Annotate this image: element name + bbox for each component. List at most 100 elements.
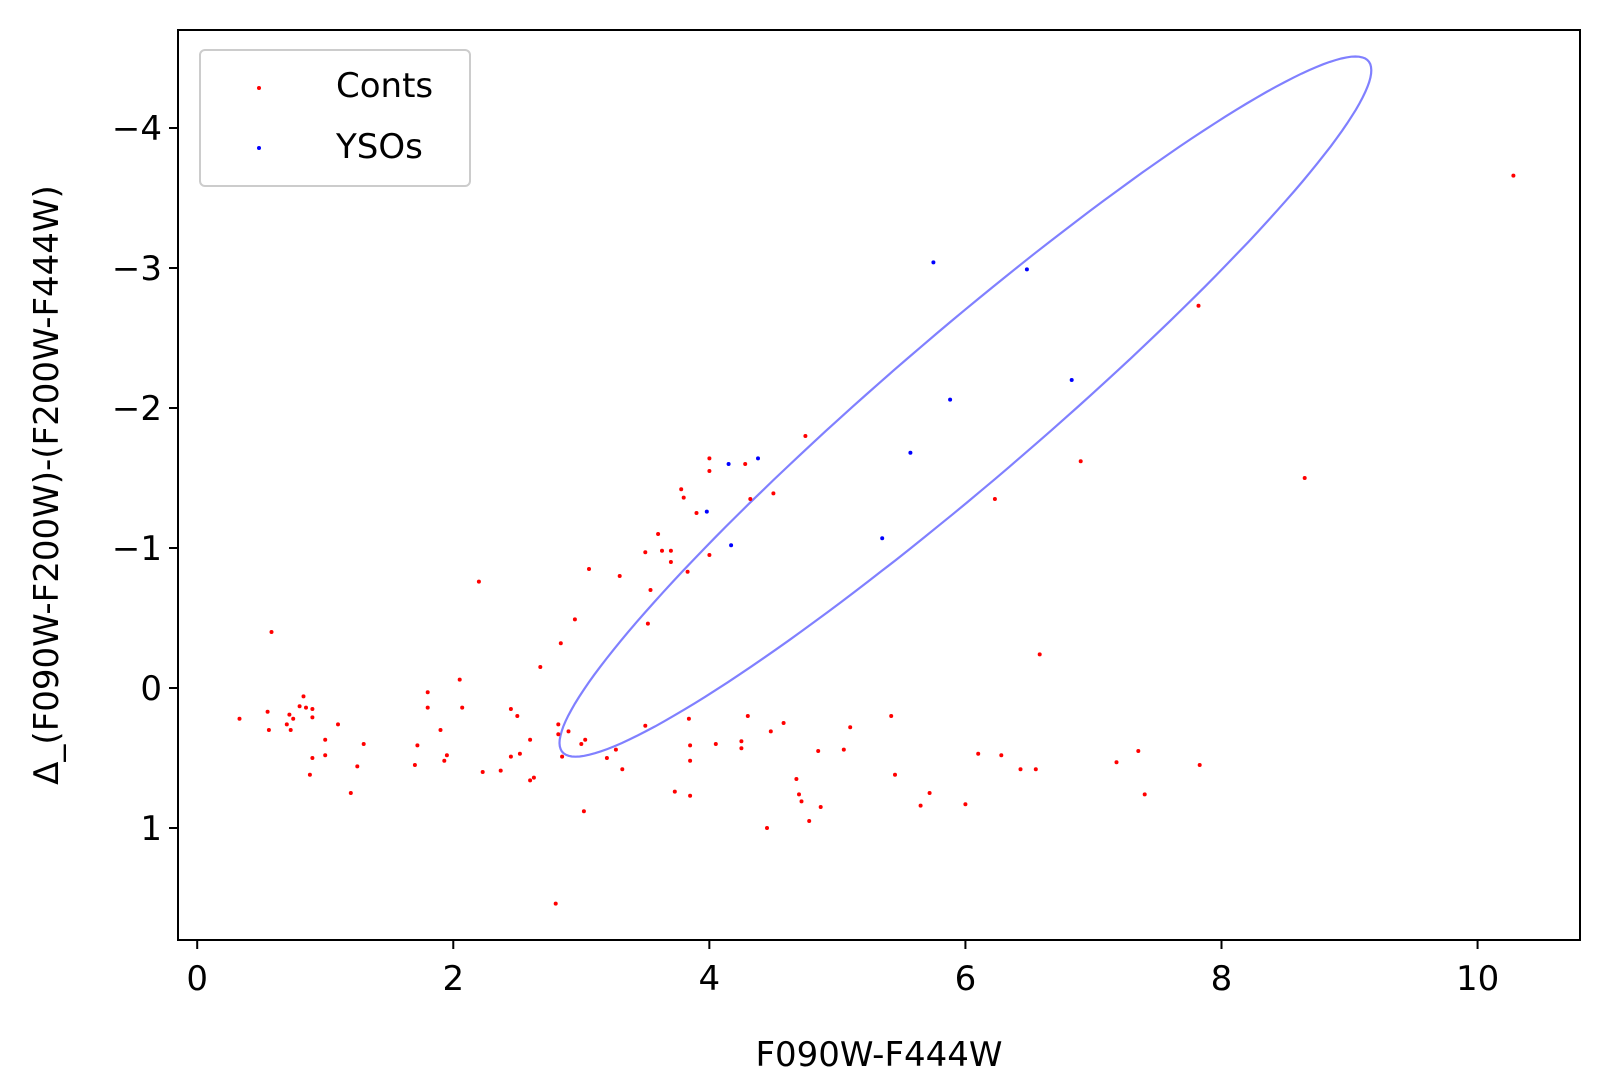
point-conts <box>1037 652 1042 657</box>
legend-box <box>199 49 471 187</box>
point-conts <box>480 770 485 774</box>
point-conts <box>841 747 846 752</box>
point-conts <box>498 768 503 773</box>
point-conts <box>1511 173 1516 178</box>
point-conts <box>992 497 997 501</box>
point-conts <box>713 742 718 746</box>
legend-label-conts: Conts <box>336 66 433 106</box>
point-conts <box>528 737 533 742</box>
legend-marker-conts <box>257 86 261 90</box>
point-conts <box>476 579 481 584</box>
point-conts <box>803 434 808 438</box>
point-conts <box>1018 767 1023 772</box>
x-tick-label: 10 <box>1456 959 1499 999</box>
point-conts <box>556 722 561 727</box>
point-conts <box>457 677 462 682</box>
point-conts <box>643 723 648 728</box>
point-conts <box>672 789 677 794</box>
point-conts <box>508 707 513 711</box>
legend-marker-ysos <box>257 146 261 150</box>
y-tick-label: 0 <box>140 669 162 709</box>
point-conts <box>1033 767 1038 772</box>
y-tick-label: −4 <box>112 109 162 149</box>
point-conts <box>745 714 750 718</box>
point-conts <box>517 751 522 756</box>
point-conts <box>460 705 465 710</box>
point-conts <box>1302 476 1307 480</box>
point-conts <box>681 495 686 500</box>
point-conts <box>307 772 312 777</box>
point-conts <box>556 732 561 737</box>
point-conts <box>336 722 340 727</box>
point-conts <box>361 742 366 746</box>
point-conts <box>1196 303 1201 308</box>
point-conts <box>604 756 609 760</box>
point-conts <box>566 729 571 734</box>
y-tick-label: −1 <box>112 529 162 569</box>
point-conts <box>688 793 693 798</box>
point-conts <box>304 705 308 710</box>
point-conts <box>816 749 821 753</box>
plot-frame <box>177 29 1581 941</box>
point-ysos <box>931 260 936 265</box>
y-tick-label: −2 <box>112 389 162 429</box>
x-tick-label: 2 <box>442 959 464 999</box>
point-conts <box>587 567 591 571</box>
y-tick-label: 1 <box>140 809 162 849</box>
point-conts <box>287 712 292 717</box>
x-tick-label: 8 <box>1211 959 1233 999</box>
point-conts <box>748 497 753 501</box>
point-conts <box>1114 760 1119 765</box>
point-ysos <box>756 456 760 461</box>
point-conts <box>739 746 744 751</box>
point-conts <box>743 462 748 466</box>
point-conts <box>515 714 520 718</box>
point-conts <box>668 560 673 564</box>
legend-label-ysos: YSOs <box>335 127 423 167</box>
point-conts <box>707 469 712 473</box>
point-conts <box>807 819 812 823</box>
point-conts <box>694 511 699 515</box>
point-conts <box>412 763 417 767</box>
point-conts <box>781 721 786 725</box>
point-conts <box>266 728 271 732</box>
point-conts <box>323 737 328 742</box>
point-conts <box>425 690 430 695</box>
point-conts <box>284 722 289 727</box>
point-conts <box>310 715 315 720</box>
point-conts <box>927 791 932 795</box>
x-tick-label: 4 <box>699 959 721 999</box>
point-conts <box>707 456 712 461</box>
point-conts <box>583 737 588 742</box>
point-conts <box>645 621 650 626</box>
point-conts <box>444 753 449 758</box>
point-conts <box>297 704 302 709</box>
point-conts <box>656 532 661 536</box>
point-conts <box>310 756 315 760</box>
selection-ellipse <box>558 55 1373 758</box>
legend: Conts YSOs <box>199 49 471 187</box>
point-conts <box>323 753 328 758</box>
point-conts <box>1136 749 1141 753</box>
point-conts <box>560 754 565 759</box>
point-conts <box>579 742 584 746</box>
point-conts <box>643 550 648 555</box>
point-conts <box>425 705 430 710</box>
point-conts <box>620 767 625 772</box>
y-axis-label: Δ_(F090W-F200W)-(F200W-F444W) <box>27 185 67 785</box>
point-conts <box>528 778 533 783</box>
point-conts <box>893 772 897 777</box>
point-conts <box>848 725 853 730</box>
point-conts <box>617 574 622 578</box>
point-conts <box>269 630 274 634</box>
y-tick-label: −3 <box>112 249 162 289</box>
point-conts <box>310 707 315 711</box>
point-conts <box>889 714 894 718</box>
x-axis-label: F090W-F444W <box>755 1035 1002 1075</box>
point-conts <box>797 792 801 797</box>
point-conts <box>538 665 543 669</box>
point-conts <box>768 729 773 734</box>
point-conts <box>265 709 270 714</box>
point-ysos <box>729 543 734 548</box>
point-conts <box>668 548 673 553</box>
